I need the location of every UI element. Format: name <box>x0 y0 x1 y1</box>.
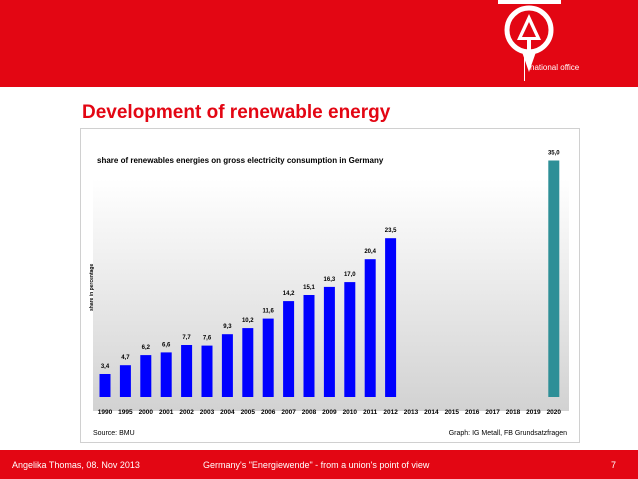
renewables-bar-chart: share of renewables energies on gross el… <box>89 151 569 437</box>
header-band <box>0 0 638 87</box>
value-label-2004: 9,3 <box>223 324 232 330</box>
value-label-2020: 35,0 <box>548 151 560 157</box>
bar-2001 <box>160 352 172 397</box>
bar-1995 <box>119 365 131 397</box>
x-tick-2018: 2018 <box>506 409 521 416</box>
bar-2002 <box>181 345 193 397</box>
value-label-2001: 6,6 <box>162 342 171 348</box>
office-divider <box>524 57 525 81</box>
y-axis-label: share in percentage <box>89 264 95 311</box>
x-tick-2013: 2013 <box>404 409 419 416</box>
chart-frame: share of renewables energies on gross el… <box>80 128 580 443</box>
bar-2011 <box>364 259 376 397</box>
x-tick-2010: 2010 <box>343 409 358 416</box>
bar-2020 <box>548 160 560 397</box>
bar-2010 <box>344 282 356 397</box>
x-tick-2005: 2005 <box>241 409 256 416</box>
bar-1990 <box>99 374 111 397</box>
x-tick-2007: 2007 <box>281 409 296 416</box>
x-tick-2015: 2015 <box>445 409 460 416</box>
x-tick-1990: 1990 <box>98 409 113 416</box>
x-tick-2020: 2020 <box>547 409 562 416</box>
footer-page-number: 7 <box>611 460 617 470</box>
x-tick-2002: 2002 <box>179 409 194 416</box>
bar-2012 <box>385 238 397 397</box>
office-label: national office <box>530 63 580 72</box>
x-tick-1995: 1995 <box>118 409 133 416</box>
value-label-2012: 23,5 <box>385 228 397 234</box>
value-label-2010: 17,0 <box>344 272 356 278</box>
x-tick-2001: 2001 <box>159 409 174 416</box>
value-label-2011: 20,4 <box>364 249 376 255</box>
bar-2005 <box>242 328 254 397</box>
bar-2004 <box>221 334 233 397</box>
x-tick-2000: 2000 <box>139 409 154 416</box>
slide-title: Development of renewable energy <box>82 102 391 123</box>
value-label-2006: 11,6 <box>263 309 275 315</box>
footer-band <box>0 450 638 479</box>
x-tick-2017: 2017 <box>485 409 500 416</box>
value-label-2009: 16,3 <box>324 277 336 283</box>
value-label-2000: 6,2 <box>142 345 151 351</box>
chart-source: Source: BMU <box>93 430 135 437</box>
x-tick-2004: 2004 <box>220 409 235 416</box>
value-label-1995: 4,7 <box>121 355 130 361</box>
x-tick-2003: 2003 <box>200 409 215 416</box>
value-label-2003: 7,6 <box>203 336 212 342</box>
x-tick-2016: 2016 <box>465 409 480 416</box>
value-label-1990: 3,4 <box>101 364 110 370</box>
x-tick-2008: 2008 <box>302 409 317 416</box>
bar-2006 <box>262 318 274 397</box>
value-label-2007: 14,2 <box>283 291 295 297</box>
x-tick-2012: 2012 <box>383 409 398 416</box>
x-tick-2011: 2011 <box>363 409 377 416</box>
footer-author-date: Angelika Thomas, 08. Nov 2013 <box>12 460 140 470</box>
footer-topic: Germany's "Energiewende" - from a union'… <box>203 460 430 470</box>
x-tick-2014: 2014 <box>424 409 439 416</box>
bar-2007 <box>283 301 295 397</box>
bar-2000 <box>140 355 152 397</box>
bar-2009 <box>323 286 335 397</box>
x-tick-2009: 2009 <box>322 409 337 416</box>
bar-2003 <box>201 345 213 397</box>
value-label-2002: 7,7 <box>182 335 191 341</box>
value-label-2008: 15,1 <box>303 285 315 291</box>
ig-metall-logo-icon <box>498 0 561 72</box>
x-tick-2019: 2019 <box>526 409 541 416</box>
bar-2008 <box>303 295 315 397</box>
chart-credit: Graph: IG Metall, FB Grundsatzfragen <box>449 430 567 437</box>
value-label-2005: 10,2 <box>242 318 254 324</box>
x-tick-2006: 2006 <box>261 409 276 416</box>
chart-title: share of renewables energies on gross el… <box>97 156 384 165</box>
